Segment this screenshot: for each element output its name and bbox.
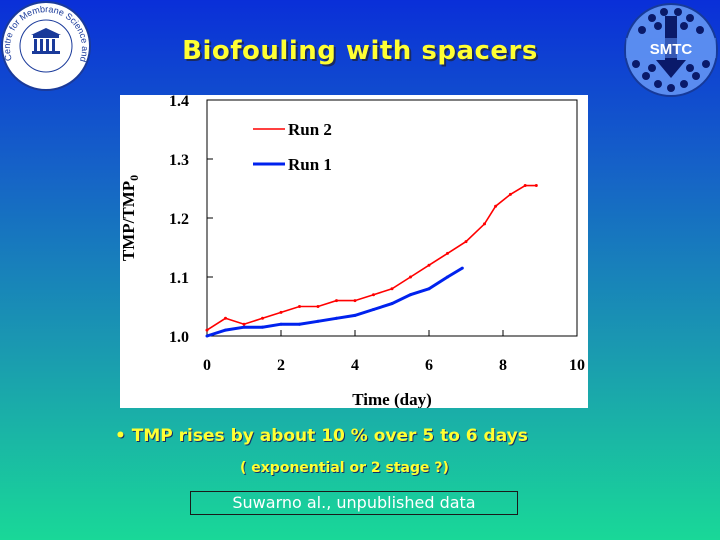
data-point [353,299,357,303]
data-point [460,266,464,270]
legend-label: Run 1 [288,155,332,174]
x-tick-label: 2 [277,357,285,374]
x-tick-label: 6 [425,357,433,374]
x-tick-label: 4 [351,357,359,374]
data-point [494,204,498,208]
x-tick-label: 8 [499,357,507,374]
data-point [205,328,209,332]
data-point [446,275,449,279]
smtc-logo: SMTC [624,3,718,97]
data-point [335,299,338,303]
data-point [523,184,527,188]
data-credit: Suwarno al., unpublished data [190,491,518,515]
x-tick-label: 0 [203,357,211,374]
y-tick-label: 1.2 [169,211,189,228]
data-point [372,293,375,297]
data-point [279,322,283,326]
data-point [427,263,431,267]
data-point [534,184,538,188]
y-tick-label: 1.0 [169,329,189,346]
data-point [316,305,320,308]
chart-panel: 1.0 1.1 1.2 1.3 1.4 0 2 4 6 8 10 Run 2 Run 1 Time … [119,93,588,409]
x-axis-label: Time (day) [352,390,432,408]
smtc-logo-text: SMTC [650,41,693,58]
data-point [464,240,468,244]
data-point [298,305,301,308]
data-point [316,319,320,323]
data-point [261,325,264,329]
data-point [409,275,412,279]
data-point [353,313,357,317]
data-point [390,287,394,291]
data-point [508,192,512,196]
bullet-point: • TMP rises by about 10 % over 5 to 6 da… [115,426,528,446]
sub-note: ( exponential or 2 stage ?) [240,460,449,476]
legend-label: Run 2 [288,120,332,139]
plot-area [206,99,578,337]
y-tick-label: 1.1 [169,270,189,287]
centre-for-membrane-logo: Centre for Membrane Science and Technolo… [0,0,91,91]
series-line-run-2 [206,184,537,331]
y-tick-label: 1.3 [169,152,189,169]
data-point [242,325,246,329]
data-point [224,328,227,332]
data-point [335,316,338,320]
data-point [483,222,486,226]
tmp-chart: 1.0 1.1 1.2 1.3 1.4 0 2 4 6 8 10 Run 2 Run 1 Time … [119,93,585,409]
slide-title: Biofouling with spacers [182,36,538,66]
y-axis-label: TMP/TMP0 [120,175,141,261]
data-point [390,302,394,306]
y-tick-label: 1.4 [169,95,189,110]
data-point [427,287,431,291]
data-point [261,316,264,320]
data-point [446,251,449,255]
data-point [279,310,283,314]
data-point [224,316,227,320]
data-point [242,322,246,326]
data-point [372,307,375,311]
data-point [409,293,412,297]
data-point [205,334,209,338]
x-tick-label: 10 [569,357,585,374]
data-point [298,322,301,326]
